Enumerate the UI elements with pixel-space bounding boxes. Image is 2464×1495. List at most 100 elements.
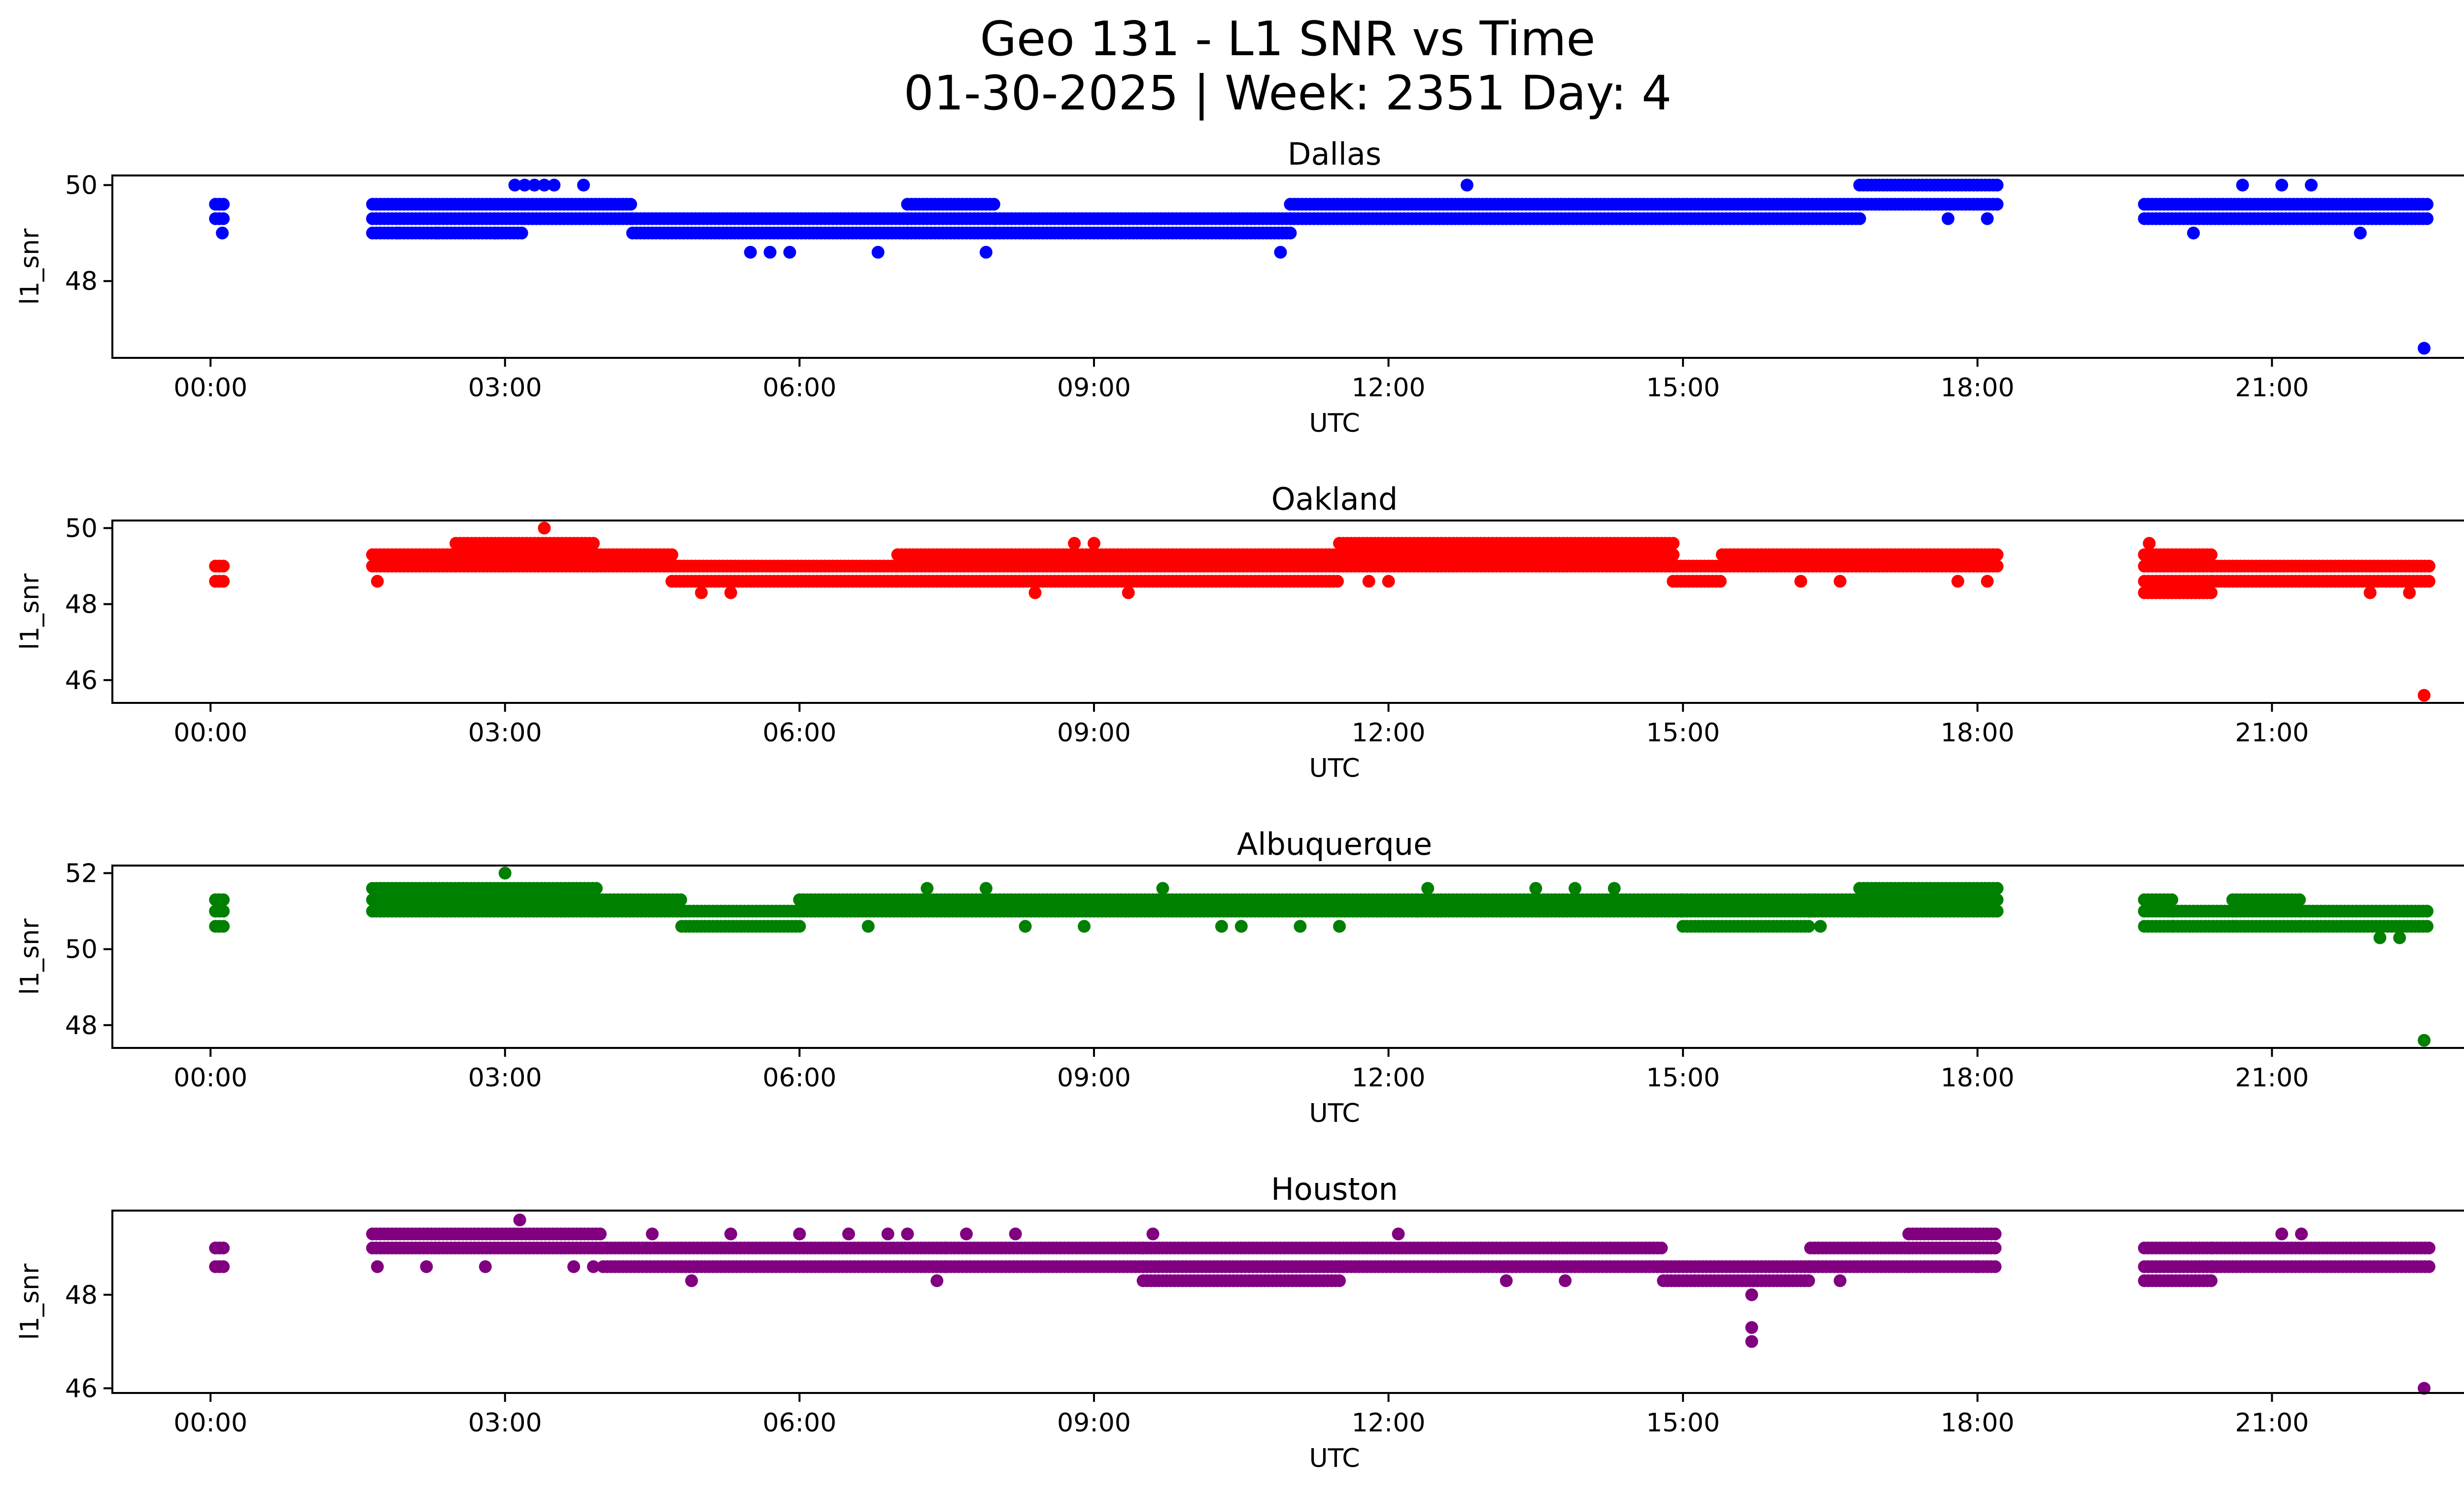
x-axis-label: UTC bbox=[1309, 1444, 1360, 1473]
data-point bbox=[488, 226, 502, 240]
data-point bbox=[1667, 537, 1680, 550]
x-tick-label: 03:00 bbox=[468, 1063, 542, 1093]
data-point bbox=[1713, 575, 1727, 588]
data-point bbox=[430, 226, 443, 240]
data-point bbox=[2418, 689, 2431, 702]
data-point bbox=[1990, 178, 2004, 192]
x-tick-label: 21:00 bbox=[2235, 718, 2309, 748]
data-point bbox=[538, 522, 551, 535]
data-point bbox=[1294, 920, 1307, 933]
data-point bbox=[1802, 1274, 1815, 1287]
x-tick-label: 12:00 bbox=[1352, 1408, 1426, 1438]
data-point bbox=[1382, 575, 1395, 588]
data-point bbox=[1146, 1227, 1160, 1241]
data-point bbox=[1331, 575, 1344, 588]
x-tick-label: 15:00 bbox=[1646, 718, 1720, 748]
data-point bbox=[1981, 575, 1994, 588]
data-point bbox=[1655, 1241, 1668, 1254]
data-point bbox=[1569, 882, 1581, 895]
data-point bbox=[695, 586, 708, 599]
y-tick-label: 46 bbox=[65, 666, 98, 695]
data-point bbox=[2421, 212, 2434, 225]
data-point bbox=[594, 1227, 607, 1241]
data-point bbox=[1234, 920, 1248, 933]
data-point bbox=[1274, 245, 1287, 259]
data-point bbox=[548, 178, 561, 192]
data-point bbox=[577, 178, 590, 192]
y-tick-label: 50 bbox=[65, 514, 98, 543]
x-tick-label: 06:00 bbox=[762, 1408, 836, 1438]
data-point bbox=[1392, 1227, 1405, 1241]
data-point bbox=[1667, 548, 1680, 561]
data-point bbox=[513, 1214, 526, 1226]
data-point bbox=[1990, 198, 2004, 211]
data-point bbox=[2305, 178, 2318, 192]
data-point bbox=[793, 920, 806, 933]
data-point bbox=[674, 893, 687, 906]
x-axis-label: UTC bbox=[1309, 754, 1360, 783]
x-axis-label: UTC bbox=[1309, 1099, 1360, 1128]
data-point bbox=[1009, 1227, 1022, 1241]
data-series bbox=[209, 522, 2435, 702]
x-axis-label: UTC bbox=[1309, 409, 1360, 438]
data-point bbox=[1421, 882, 1435, 895]
data-point bbox=[1802, 920, 1815, 933]
data-point bbox=[724, 1227, 737, 1241]
data-point bbox=[2204, 1274, 2218, 1287]
data-point bbox=[1088, 537, 1100, 550]
data-point bbox=[1745, 1335, 1758, 1348]
y-tick-label: 48 bbox=[65, 267, 98, 296]
data-point bbox=[217, 920, 230, 933]
data-point bbox=[1362, 575, 1375, 588]
data-point bbox=[1990, 893, 2004, 906]
data-point bbox=[1284, 226, 1297, 240]
x-tick-label: 15:00 bbox=[1646, 1063, 1720, 1093]
y-tick-label: 52 bbox=[65, 859, 98, 888]
panel-title: Houston bbox=[1271, 1171, 1398, 1207]
data-point bbox=[2204, 548, 2218, 561]
x-tick-label: 03:00 bbox=[468, 373, 542, 403]
y-axis-label: l1_snr bbox=[15, 573, 45, 650]
x-tick-label: 21:00 bbox=[2235, 1063, 2309, 1093]
x-tick-label: 18:00 bbox=[1941, 718, 2015, 748]
x-tick-label: 06:00 bbox=[762, 1063, 836, 1093]
data-point bbox=[646, 1227, 659, 1241]
data-point bbox=[901, 1227, 914, 1241]
data-point bbox=[921, 882, 934, 895]
data-point bbox=[979, 882, 992, 895]
data-point bbox=[1794, 575, 1808, 588]
data-point bbox=[1988, 1227, 2002, 1241]
y-tick-label: 50 bbox=[65, 171, 98, 200]
data-point bbox=[2275, 1227, 2289, 1241]
data-point bbox=[685, 1274, 698, 1287]
x-tick-label: 15:00 bbox=[1646, 1408, 1720, 1438]
data-point bbox=[744, 245, 757, 259]
data-point bbox=[2421, 198, 2434, 211]
data-point bbox=[2363, 586, 2377, 599]
x-tick-label: 06:00 bbox=[762, 373, 836, 403]
x-tick-label: 09:00 bbox=[1057, 718, 1131, 748]
x-tick-label: 18:00 bbox=[1941, 373, 2015, 403]
data-point bbox=[518, 178, 531, 192]
x-tick-label: 03:00 bbox=[468, 718, 542, 748]
data-point bbox=[1990, 548, 2004, 561]
data-point bbox=[217, 575, 230, 588]
data-point bbox=[1028, 586, 1042, 599]
x-tick-label: 18:00 bbox=[1941, 1063, 2015, 1093]
panel-title: Albuquerque bbox=[1237, 826, 1432, 862]
data-point bbox=[217, 904, 230, 918]
data-point bbox=[2293, 893, 2306, 906]
y-tick-label: 46 bbox=[65, 1374, 98, 1404]
data-point bbox=[1833, 575, 1847, 588]
y-tick-label: 48 bbox=[65, 1281, 98, 1310]
data-point bbox=[1988, 1260, 2002, 1273]
data-point bbox=[2165, 893, 2179, 906]
data-point bbox=[2373, 931, 2387, 944]
chart-title-line1: Geo 131 - L1 SNR vs Time bbox=[980, 11, 1596, 67]
y-axis-label: l1_snr bbox=[15, 918, 45, 995]
data-point bbox=[861, 920, 875, 933]
data-point bbox=[665, 548, 679, 561]
x-tick-label: 15:00 bbox=[1646, 373, 1720, 403]
data-point bbox=[1988, 1241, 2002, 1254]
data-point bbox=[587, 537, 600, 550]
